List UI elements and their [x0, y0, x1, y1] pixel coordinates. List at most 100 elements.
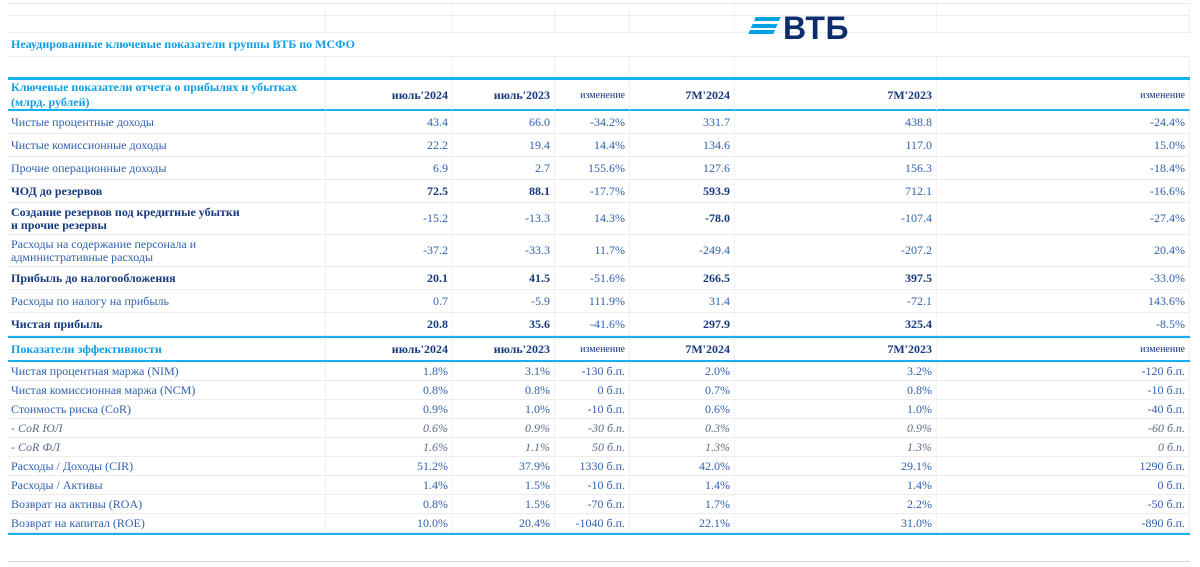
cell-7m2023: 156.3 [735, 157, 937, 179]
row-label: Стоимость риска (CoR) [8, 400, 326, 419]
report-title-row: Неаудированные ключевые показатели групп… [8, 33, 1190, 57]
cell-change-yoy: -10 б.п. [937, 381, 1190, 400]
cell-change-mom: 14.3% [555, 203, 630, 234]
cell-jul2023: -13.3 [453, 203, 555, 234]
column-header-jul2023: июль'2023 [453, 80, 555, 110]
cell-change-mom: 50 б.п. [555, 438, 630, 457]
cell-jul2024: 6.9 [326, 157, 453, 179]
cell-7m2024: 1.4% [630, 476, 735, 495]
cell-change-mom: -10 б.п. [555, 476, 630, 495]
cell-change-yoy: 0 б.п. [937, 438, 1190, 457]
table-row: Чистая процентная маржа (NIM) 1.8% 3.1% -13… [8, 362, 1190, 381]
empty-cell [326, 4, 453, 15]
cell-jul2024: -37.2 [326, 235, 453, 266]
cell-7m2024: 0.3% [630, 419, 735, 438]
cell-7m2023: 712.1 [735, 180, 937, 202]
section-header-row: Ключевые показатели отчета о прибылях и … [8, 77, 1190, 111]
empty-cell [555, 4, 630, 15]
table-row: ЧОД до резервов 72.5 88.1 -17.7% 593.9 712.1-… [8, 180, 1190, 203]
cell-7m2024: 127.6 [630, 157, 735, 179]
cell-change-mom: -70 б.п. [555, 495, 630, 514]
empty-cell [735, 16, 937, 32]
column-header-change-mom: изменение [555, 80, 630, 110]
row-label: Расходы / Активы [8, 476, 326, 495]
cell-jul2023: 3.1% [453, 362, 555, 381]
cell-7m2023: 325.4 [735, 313, 937, 335]
empty-cell [8, 16, 326, 32]
page-title: Неаудированные ключевые показатели групп… [11, 37, 355, 51]
column-header-7m2023: 7М'2023 [735, 338, 937, 360]
cell-7m2023: 29.1% [735, 457, 937, 476]
cell-7m2023: 1.4% [735, 476, 937, 495]
column-header-change-yoy: изменение [937, 80, 1190, 110]
column-header-change-yoy: изменение [937, 338, 1190, 360]
cell-change-mom: -34.2% [555, 111, 630, 133]
cell-change-mom: -10 б.п. [555, 400, 630, 419]
section-header-row: Показатели эффективности июль'2024 июль'20… [8, 336, 1190, 362]
cell-jul2024: 20.1 [326, 267, 453, 289]
section-title: Показатели эффективности [8, 338, 326, 360]
column-header-7m2024: 7М'2024 [630, 80, 735, 110]
cell-change-mom: 155.6% [555, 157, 630, 179]
cell-change-mom: 11.7% [555, 235, 630, 266]
cell-jul2023: 88.1 [453, 180, 555, 202]
cell-7m2023: 438.8 [735, 111, 937, 133]
cell-jul2024: 72.5 [326, 180, 453, 202]
cell-change-mom: 111.9% [555, 290, 630, 312]
report-sheet: Неаудированные ключевые показатели групп… [8, 3, 1190, 535]
cell-change-mom: -30 б.п. [555, 419, 630, 438]
cell-jul2024: 10.0% [326, 514, 453, 533]
cell-7m2023: 397.5 [735, 267, 937, 289]
cell-jul2024: 22.2 [326, 134, 453, 156]
table-row: Расходы / Доходы (CIR) 51.2% 37.9% 1330 б.п… [8, 457, 1190, 476]
cell-jul2024: 0.9% [326, 400, 453, 419]
row-label: Расходы по налогу на прибыль [8, 290, 326, 312]
cell-jul2024: 1.4% [326, 476, 453, 495]
cell-7m2024: 42.0% [630, 457, 735, 476]
cell-7m2024: -78.0 [630, 203, 735, 234]
empty-cell [453, 16, 555, 32]
cell-7m2024: 134.6 [630, 134, 735, 156]
cell-jul2024: 51.2% [326, 457, 453, 476]
empty-cell [453, 4, 555, 15]
vtb-logo-text: ВТБ [783, 10, 849, 46]
column-header-7m2023: 7М'2023 [735, 80, 937, 110]
cell-7m2023: 1.3% [735, 438, 937, 457]
cell-7m2024: 1.7% [630, 495, 735, 514]
cell-change-mom: -1040 б.п. [555, 514, 630, 533]
table-row: Возврат на активы (ROA) 0.8% 1.5% -70 б.п. 1… [8, 495, 1190, 514]
cell-jul2023: 20.4% [453, 514, 555, 533]
row-label: Чистая процентная маржа (NIM) [8, 362, 326, 381]
table-row: Чистые процентные доходы 43.4 66.0 -34.2% 33… [8, 111, 1190, 134]
row-label: Чистая прибыль [8, 313, 326, 335]
cell-7m2023: 3.2% [735, 362, 937, 381]
cell-jul2023: 66.0 [453, 111, 555, 133]
cell-change-yoy: 15.0% [937, 134, 1190, 156]
cell-change-yoy: -24.4% [937, 111, 1190, 133]
column-header-jul2024: июль'2024 [326, 80, 453, 110]
column-header-7m2024: 7М'2024 [630, 338, 735, 360]
row-label: Создание резервов под кредитные убытки и… [8, 203, 326, 234]
table-row: Прибыль до налогообложения 20.1 41.5 -51.6%… [8, 267, 1190, 290]
empty-cell [937, 16, 1190, 32]
cell-7m2024: 331.7 [630, 111, 735, 133]
column-header-jul2023: июль'2023 [453, 338, 555, 360]
row-label: Возврат на активы (ROA) [8, 495, 326, 514]
cell-change-mom: -41.6% [555, 313, 630, 335]
cell-7m2024: 297.9 [630, 313, 735, 335]
cell-jul2023: -33.3 [453, 235, 555, 266]
vtb-stripes-icon [748, 17, 781, 34]
empty-cell [555, 16, 630, 32]
cell-jul2023: 1.1% [453, 438, 555, 457]
cell-jul2024: 1.6% [326, 438, 453, 457]
table-row: Возврат на капитал (ROE) 10.0% 20.4% -1040 … [8, 514, 1190, 533]
cell-7m2023: -207.2 [735, 235, 937, 266]
page-bottom-divider [8, 561, 1190, 562]
cell-change-mom: 1330 б.п. [555, 457, 630, 476]
table-row: Расходы на содержание персонала и админи… [8, 235, 1190, 267]
kpi-table: Ключевые показатели отчета о прибылях и … [8, 77, 1190, 533]
cell-jul2023: 41.5 [453, 267, 555, 289]
cell-7m2023: 0.9% [735, 419, 937, 438]
cell-jul2023: 1.5% [453, 476, 555, 495]
